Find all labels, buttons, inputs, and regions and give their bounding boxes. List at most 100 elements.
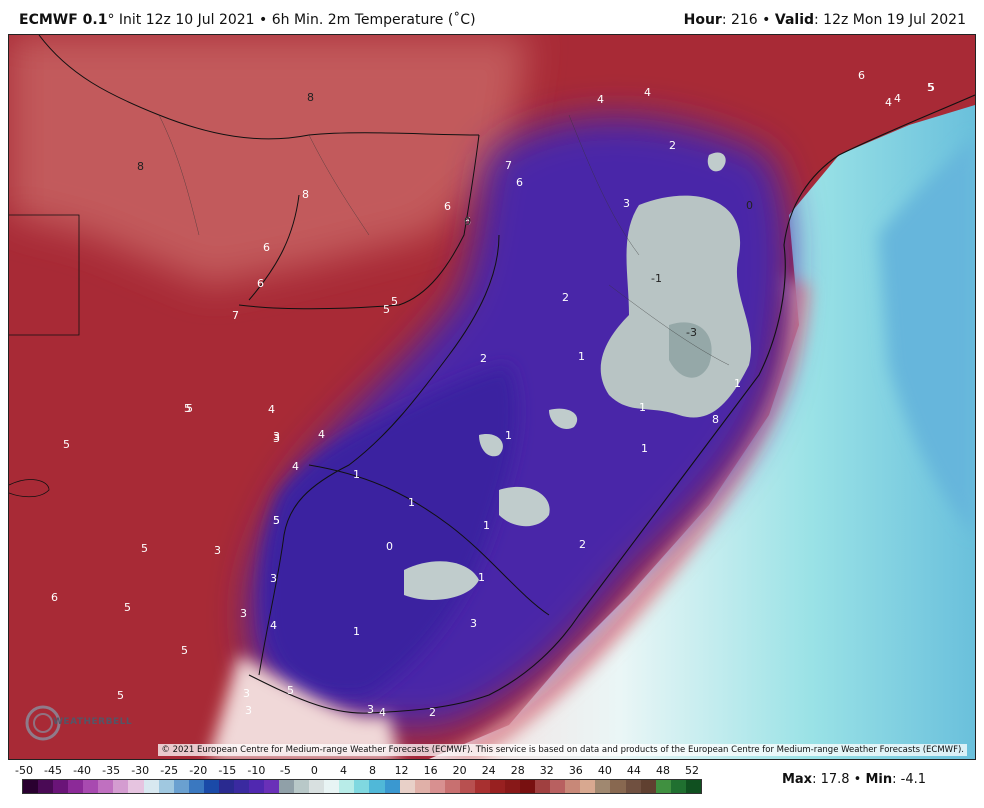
logo-text: WEATHERBELL — [53, 717, 133, 727]
min-value: : -4.1 — [892, 772, 926, 787]
color-swatch — [173, 780, 189, 793]
contour-label: 1 — [734, 377, 741, 390]
color-swatch — [565, 780, 581, 793]
contour-label: 6 — [51, 591, 58, 604]
cold-core-uruguay — [262, 365, 518, 697]
map-canvas: 8 8 8 7 6 6 6 6 6 6 5 5 5 5 5 5 5 5 5 5 … — [9, 35, 975, 759]
border-argentina-east — [258, 234, 500, 676]
border-paraguay — [238, 134, 480, 310]
contour-label: 5 — [117, 689, 124, 702]
color-swatch — [23, 780, 39, 793]
contour-label: 5 — [287, 684, 294, 697]
contour-label: 2 — [480, 352, 487, 365]
legend-tick: 44 — [626, 764, 641, 777]
color-swatch — [595, 780, 611, 793]
color-swatch — [279, 780, 295, 793]
lake-outline — [9, 479, 50, 498]
contour-label: 8 — [302, 188, 309, 201]
color-swatch — [610, 780, 626, 793]
contour-label: 2 — [562, 291, 569, 304]
color-swatch — [294, 780, 310, 793]
contour-label: 6 — [257, 277, 264, 290]
color-swatch — [53, 780, 69, 793]
frost-patch-small-1 — [479, 434, 503, 457]
contour-label: 5 — [383, 303, 390, 316]
color-swatch — [535, 780, 551, 793]
contour-label: 3 — [470, 617, 477, 630]
contour-label: 3 — [270, 572, 277, 585]
copyright-notice: © 2021 European Centre for Medium-range … — [158, 744, 967, 756]
contour-label: 5 — [184, 402, 191, 415]
valid-value: : 12z Mon 19 Jul 2021 — [814, 12, 966, 28]
contour-label: 1 — [353, 468, 360, 481]
contour-label: 1 — [478, 571, 485, 584]
legend-tick: 28 — [510, 764, 525, 777]
contour-label: 8 — [712, 413, 719, 426]
temperature-map[interactable]: 8 8 8 7 6 6 6 6 6 6 5 5 5 5 5 5 5 5 5 5 … — [8, 34, 976, 760]
color-swatch — [399, 780, 415, 793]
hour-label: Hour — [683, 12, 722, 28]
northwest-warm-area — [9, 35, 529, 285]
contour-label: 4 — [379, 706, 386, 719]
contour-label: 4 — [318, 428, 325, 441]
contour-label: 1 — [483, 519, 490, 532]
contour-label: 3 — [273, 432, 280, 445]
legend-tick: -20 — [189, 764, 208, 777]
color-swatch — [324, 780, 340, 793]
contour-label: 5 — [273, 514, 280, 527]
init-info: ° Init 12z 10 Jul 2021 • 6h Min. 2m Temp… — [107, 12, 476, 28]
contour-label: 3 — [214, 544, 221, 557]
color-swatch — [625, 780, 641, 793]
color-swatch — [83, 780, 99, 793]
contour-label: 5 — [928, 81, 935, 94]
contour-label: 6 — [464, 215, 471, 228]
contour-label: 7 — [505, 159, 512, 172]
legend-tick: 16 — [423, 764, 438, 777]
hour-value: : 216 • — [721, 12, 775, 28]
legend-tick: -45 — [44, 764, 63, 777]
legend-tick-labels: -50 -45 -40 -35 -30 -25 -20 -15 -10 -5 0 4 8 12 16 20 24… — [15, 764, 702, 778]
max-value: : 17.8 • — [812, 772, 866, 787]
legend-tick: 4 — [339, 764, 347, 777]
color-swatch — [459, 780, 475, 793]
frost-patch-highlands — [600, 195, 752, 418]
min-label: Min — [865, 772, 893, 787]
color-swatch — [369, 780, 385, 793]
color-swatch — [98, 780, 114, 793]
legend-tick: 20 — [452, 764, 467, 777]
color-swatch — [520, 780, 536, 793]
contour-label: 3 — [243, 687, 250, 700]
province-lines — [158, 114, 730, 366]
contour-label: 5 — [186, 402, 193, 415]
contour-label: 3 — [245, 704, 252, 717]
legend-tick: 8 — [369, 764, 377, 777]
contour-label: 3 — [367, 703, 374, 716]
contour-label: 4 — [268, 403, 275, 416]
legend-tick: 12 — [394, 764, 409, 777]
contour-label: 4 — [894, 92, 901, 105]
contour-label: 6 — [516, 176, 523, 189]
contour-label: 5 — [63, 438, 70, 451]
frost-patch-small-3 — [404, 561, 479, 600]
legend-tick: 40 — [597, 764, 612, 777]
ocean-cool-area — [879, 135, 975, 535]
color-swatch — [384, 780, 400, 793]
contour-label: 2 — [669, 139, 676, 152]
contour-label: 6 — [858, 69, 865, 82]
valid-label: Valid — [774, 12, 815, 28]
color-swatch — [309, 780, 325, 793]
contour-label: 5 — [391, 295, 398, 308]
color-swatch — [128, 780, 144, 793]
ocean-area — [429, 105, 975, 759]
contour-label: 4 — [885, 96, 892, 109]
contour-label: 5 — [124, 601, 131, 614]
color-swatch — [339, 780, 355, 793]
color-swatch — [580, 780, 596, 793]
contour-label: 3 — [623, 197, 630, 210]
border-bolivia — [38, 35, 480, 140]
color-swatch — [414, 780, 430, 793]
contour-label: 1 — [578, 350, 585, 363]
contour-label: 6 — [263, 241, 270, 254]
contour-label: 6 — [444, 200, 451, 213]
color-swatch — [489, 780, 505, 793]
